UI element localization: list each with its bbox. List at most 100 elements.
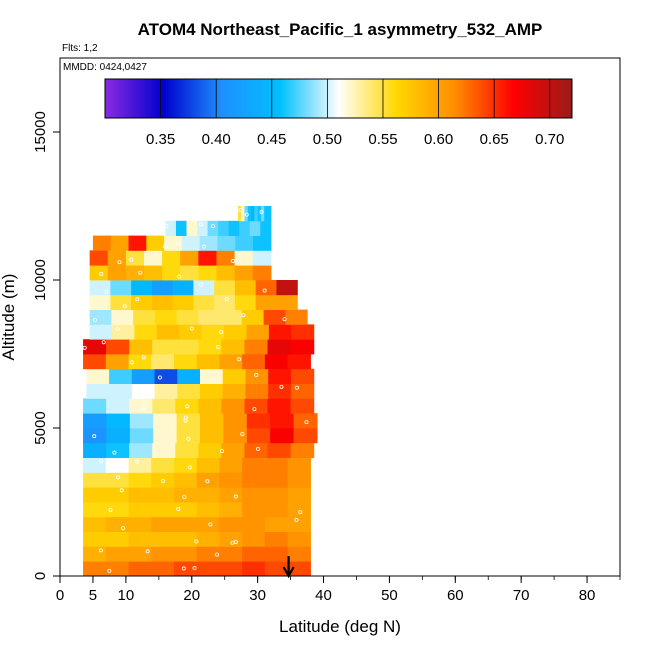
x-axis: 0 5 10 20 30 40 50 60 70 80 bbox=[56, 576, 621, 604]
heatmap-cell bbox=[109, 368, 133, 384]
sample-points bbox=[82, 208, 309, 573]
heatmap-cell bbox=[112, 324, 136, 340]
heatmap-cell bbox=[268, 383, 292, 399]
heatmap-cell bbox=[105, 531, 130, 547]
heatmap-cell bbox=[242, 354, 266, 370]
sample-point bbox=[279, 384, 284, 389]
heatmap-cell bbox=[106, 339, 130, 355]
heatmap-cell bbox=[133, 309, 156, 325]
heatmap-cell bbox=[246, 413, 271, 429]
heatmap-cell bbox=[153, 413, 178, 429]
heatmap-cell bbox=[162, 265, 181, 281]
sample-point bbox=[129, 257, 134, 262]
sample-point bbox=[135, 297, 140, 302]
heatmap-cell bbox=[217, 235, 236, 251]
colorbar-tick-label: 0.65 bbox=[480, 131, 509, 148]
heatmap-cell bbox=[260, 220, 272, 236]
heatmap-cell bbox=[151, 531, 175, 547]
sample-point bbox=[141, 355, 146, 360]
x-tick-label: 0 bbox=[56, 587, 64, 604]
sample-point bbox=[98, 548, 103, 553]
heatmap-cell bbox=[128, 561, 152, 576]
x-axis-label: Latitude (deg N) bbox=[279, 617, 401, 636]
heatmap-cell bbox=[172, 280, 195, 296]
sample-point bbox=[138, 270, 143, 275]
sample-point bbox=[233, 494, 238, 499]
heatmap-cell bbox=[264, 546, 289, 562]
y-tick-label: 10000 bbox=[32, 259, 49, 301]
heatmap-cell bbox=[220, 309, 243, 325]
sample-point bbox=[298, 510, 303, 515]
heatmap-cell bbox=[287, 472, 311, 488]
heatmap-cell bbox=[89, 250, 109, 266]
heatmap-cell bbox=[172, 294, 195, 310]
heatmap-cell bbox=[196, 487, 221, 503]
heatmap-cell bbox=[214, 280, 236, 296]
heatmap-cell bbox=[125, 265, 145, 281]
sample-point bbox=[117, 260, 122, 265]
heatmap-cell bbox=[106, 428, 131, 444]
heatmap-cell bbox=[156, 324, 180, 340]
heatmap-cell bbox=[128, 235, 147, 251]
sample-point bbox=[199, 282, 204, 287]
heatmap-cell bbox=[268, 324, 292, 340]
heatmap-cell bbox=[200, 383, 224, 399]
heatmap-cell bbox=[83, 339, 107, 355]
heatmap-cell bbox=[242, 516, 266, 532]
heatmap-cell bbox=[105, 487, 130, 503]
colorbar-tick-label: 0.70 bbox=[535, 131, 564, 148]
heatmap-cell bbox=[207, 220, 219, 236]
sample-point bbox=[208, 522, 213, 527]
sample-point bbox=[175, 241, 180, 246]
heatmap-cell bbox=[255, 294, 278, 310]
sample-point bbox=[141, 406, 146, 411]
x-tick-label: 50 bbox=[381, 587, 398, 604]
heatmap-cell bbox=[242, 472, 266, 488]
heatmap-cell bbox=[287, 354, 311, 370]
heatmap-cell bbox=[128, 354, 152, 370]
heatmap-cell bbox=[237, 206, 242, 222]
y-axis-label: Altitude (m) bbox=[0, 274, 18, 361]
heatmap-cell bbox=[242, 561, 266, 576]
x-tick-label: 70 bbox=[513, 587, 530, 604]
colorbar-tick-label: 0.55 bbox=[368, 131, 397, 148]
x-tick-label: 80 bbox=[579, 587, 596, 604]
sample-point bbox=[244, 212, 249, 217]
heatmap-cell bbox=[216, 265, 236, 281]
heatmap-cell bbox=[152, 339, 176, 355]
heatmap-cell bbox=[111, 309, 134, 325]
heatmap-cell bbox=[264, 472, 289, 488]
heatmap-cell bbox=[173, 546, 198, 562]
heatmap-cell bbox=[89, 265, 109, 281]
sample-point bbox=[183, 415, 188, 420]
heatmap-cell bbox=[173, 516, 198, 532]
heatmap-cell bbox=[234, 280, 257, 296]
heatmap-cell bbox=[86, 368, 110, 384]
sample-point bbox=[112, 450, 117, 455]
heatmap-cell bbox=[186, 220, 198, 236]
heatmap-cell bbox=[290, 368, 315, 384]
heatmap-cell bbox=[219, 531, 243, 547]
heatmap-cell bbox=[222, 368, 247, 384]
heatmap-cell bbox=[224, 324, 248, 340]
heatmap-cell bbox=[287, 502, 311, 518]
heatmap-cell bbox=[242, 546, 266, 562]
heatmap-cell bbox=[244, 398, 269, 414]
y-tick-label: 0 bbox=[32, 572, 49, 580]
heatmap-cell bbox=[131, 368, 156, 384]
heatmap-cell bbox=[196, 546, 221, 562]
heatmap-cell bbox=[89, 324, 113, 340]
heatmap-cell bbox=[151, 561, 175, 576]
sample-point bbox=[104, 289, 109, 294]
heatmap-cell bbox=[175, 442, 199, 458]
heatmap-cell bbox=[198, 442, 223, 458]
colorbar-ticks: 0.35 0.40 0.45 0.50 0.55 0.60 0.65 0.70 bbox=[146, 79, 564, 148]
sample-point bbox=[135, 459, 140, 464]
heatmap-cell bbox=[223, 428, 248, 444]
sample-point bbox=[162, 244, 167, 249]
heatmap-cell bbox=[144, 250, 163, 266]
heatmap-cell bbox=[234, 265, 254, 281]
heatmap-cell bbox=[276, 280, 298, 296]
location-arrow bbox=[282, 556, 295, 579]
heatmap-cell bbox=[200, 413, 224, 429]
